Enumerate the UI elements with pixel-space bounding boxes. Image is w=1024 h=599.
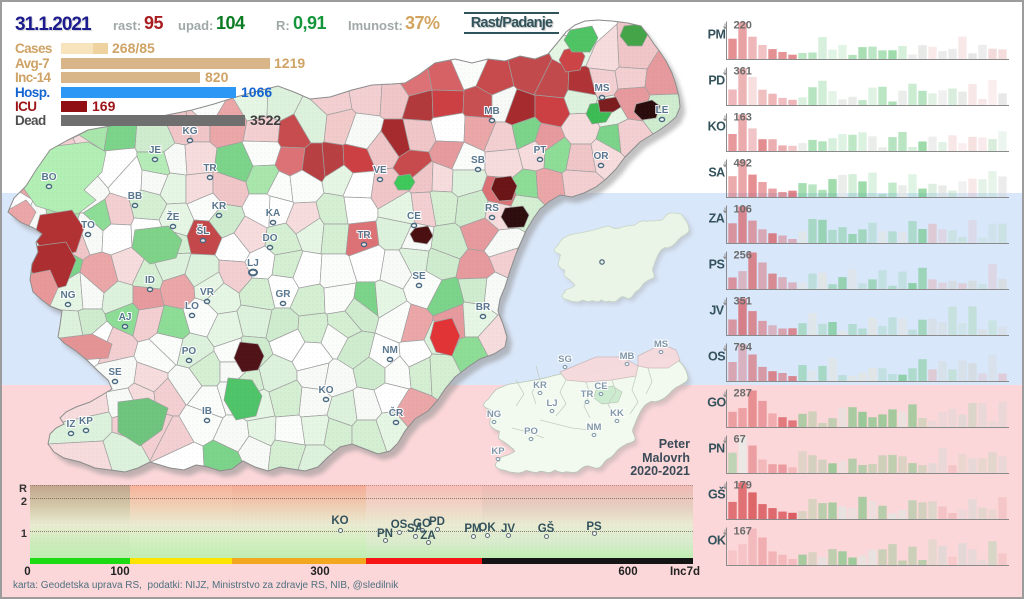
svg-text:PO: PO (524, 426, 538, 437)
svg-text:PD: PD (708, 74, 725, 88)
svg-text:PT: PT (534, 145, 547, 156)
svg-text:SB: SB (471, 155, 485, 166)
svg-text:163: 163 (734, 112, 752, 124)
svg-text:AJ: AJ (119, 312, 132, 323)
svg-text:SG: SG (558, 354, 572, 365)
svg-text:CE: CE (594, 381, 607, 392)
svg-text:PO: PO (182, 346, 197, 357)
svg-text:MB: MB (620, 351, 635, 362)
svg-text:TR: TR (357, 230, 371, 241)
svg-text:NM: NM (382, 345, 398, 356)
svg-text:JV: JV (709, 304, 724, 318)
svg-text:OR: OR (594, 151, 610, 162)
svg-text:GR: GR (276, 289, 292, 300)
svg-text:KP: KP (79, 416, 93, 427)
svg-text:MS: MS (595, 83, 610, 94)
svg-text:DO: DO (263, 233, 278, 244)
svg-text:NG: NG (61, 290, 76, 301)
svg-text:KG: KG (183, 126, 198, 137)
svg-text:KR: KR (212, 201, 227, 212)
svg-text:NG: NG (487, 409, 501, 420)
svg-text:LJ: LJ (247, 258, 259, 269)
svg-text:BO: BO (42, 172, 57, 183)
svg-text:ZA: ZA (709, 212, 725, 226)
svg-text:SA: SA (708, 166, 725, 180)
svg-text:CE: CE (407, 211, 421, 222)
svg-text:VR: VR (200, 287, 215, 298)
svg-text:KO: KO (319, 385, 334, 396)
svg-text:256: 256 (734, 250, 752, 262)
svg-text:492: 492 (734, 158, 752, 170)
svg-text:VE: VE (373, 165, 387, 176)
svg-text:KP: KP (491, 446, 505, 457)
svg-text:PS: PS (709, 258, 725, 272)
svg-text:PM: PM (708, 28, 726, 42)
svg-text:287: 287 (734, 388, 752, 400)
svg-text:220: 220 (734, 20, 752, 32)
svg-text:MB: MB (484, 106, 500, 117)
svg-text:KK: KK (610, 408, 624, 419)
svg-text:GŠ: GŠ (708, 487, 725, 502)
svg-text:RS: RS (485, 203, 499, 214)
svg-text:BB: BB (128, 191, 142, 202)
svg-text:MS: MS (654, 339, 668, 350)
svg-text:PN: PN (708, 442, 725, 456)
svg-text:KR: KR (533, 380, 547, 391)
svg-text:ŠL: ŠL (197, 224, 210, 237)
svg-text:106: 106 (734, 204, 752, 216)
svg-text:KA: KA (266, 208, 280, 219)
svg-text:NM: NM (587, 422, 602, 433)
svg-text:LO: LO (185, 301, 199, 312)
svg-text:67: 67 (734, 434, 746, 446)
svg-text:JE: JE (149, 145, 162, 156)
svg-text:KO: KO (708, 120, 727, 134)
svg-text:TR: TR (581, 389, 594, 400)
svg-text:LE: LE (656, 105, 669, 116)
svg-text:IB: IB (202, 406, 212, 417)
svg-text:OS: OS (708, 350, 725, 364)
svg-text:TO: TO (81, 220, 95, 231)
svg-text:361: 361 (734, 66, 752, 78)
svg-text:SE: SE (412, 271, 426, 282)
svg-text:GO: GO (707, 396, 726, 410)
svg-text:OK: OK (708, 534, 726, 548)
svg-text:LJ: LJ (546, 398, 557, 409)
svg-text:167: 167 (734, 526, 752, 538)
svg-text:351: 351 (734, 296, 752, 308)
svg-text:SE: SE (108, 367, 122, 378)
svg-text:ID: ID (145, 275, 155, 286)
svg-text:IZ: IZ (67, 419, 76, 430)
svg-text:ŽE: ŽE (167, 210, 180, 223)
svg-text:794: 794 (734, 342, 753, 354)
svg-text:ČR: ČR (389, 406, 404, 419)
svg-text:BR: BR (476, 302, 491, 313)
svg-text:179: 179 (734, 480, 752, 492)
svg-text:TR: TR (203, 163, 217, 174)
